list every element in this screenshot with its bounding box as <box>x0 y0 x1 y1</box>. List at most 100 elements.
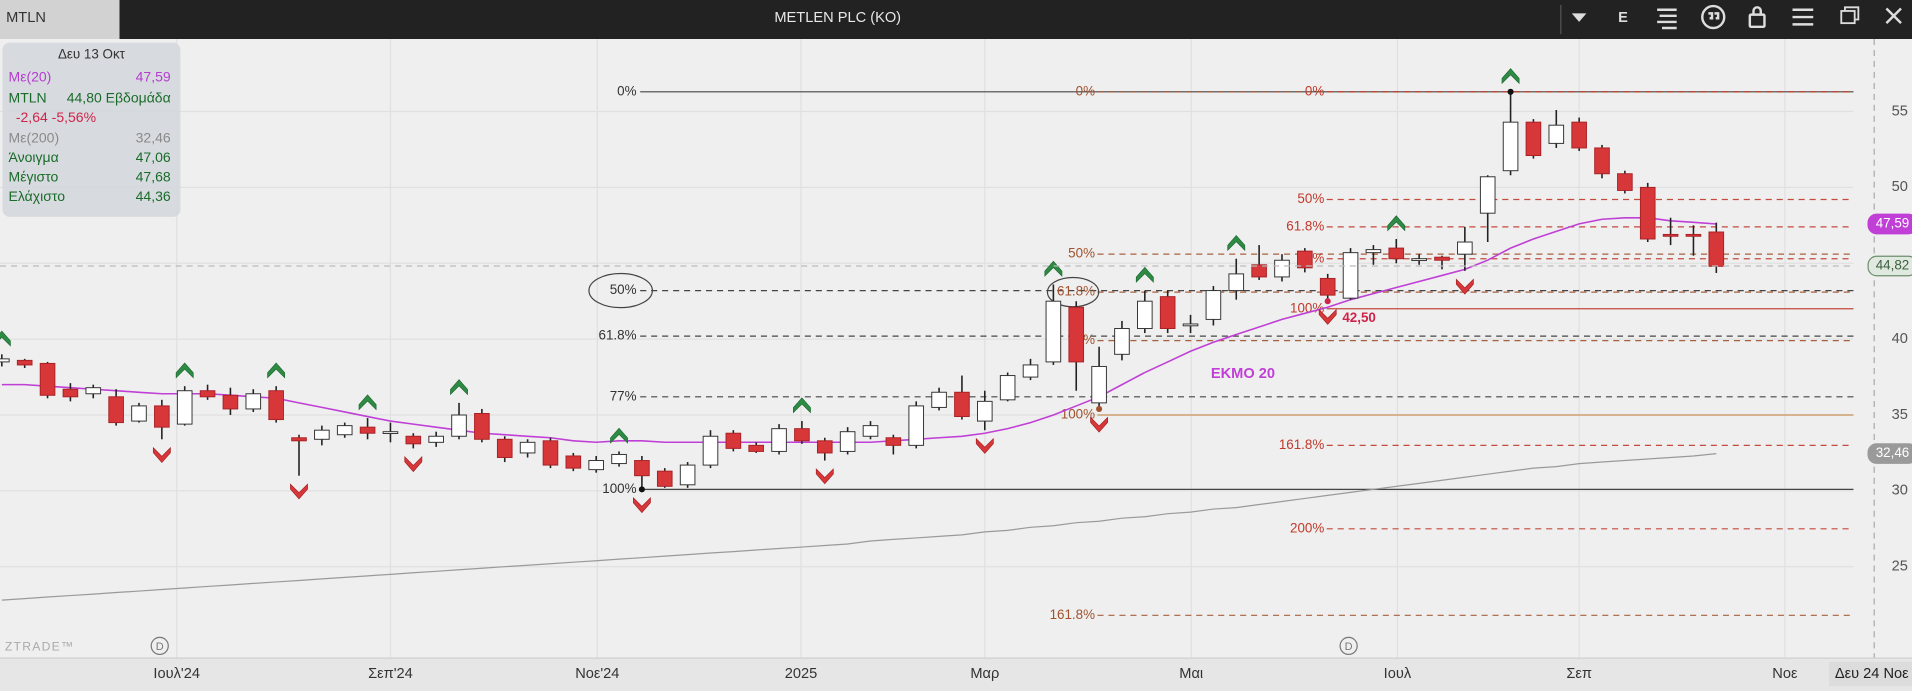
candle-body <box>725 432 742 449</box>
candle-body <box>451 414 467 437</box>
candle-body <box>931 391 947 408</box>
candle-body <box>634 460 650 477</box>
event-icon[interactable] <box>1339 636 1358 656</box>
candle-body <box>1297 250 1313 269</box>
buy-signal <box>793 397 811 414</box>
title-bar <box>0 0 1912 39</box>
sell-signal <box>404 456 423 473</box>
y-tick-label: 40 <box>1892 331 1908 347</box>
fib-label: 161.8% <box>1050 607 1096 622</box>
annotation-label: 42,50 <box>1342 310 1376 325</box>
highlight-circle <box>588 272 653 309</box>
buy-signal <box>1135 266 1154 283</box>
candle-body <box>588 460 604 471</box>
symbol-tab-label: MTLN <box>6 10 46 26</box>
restore-icon[interactable] <box>1840 10 1856 25</box>
candle-body <box>1342 252 1359 299</box>
price-badge-label: 32,46 <box>1876 445 1910 460</box>
candle-body <box>1617 173 1633 191</box>
x-tick-label: Σεπ'24 <box>368 666 413 682</box>
candle-body <box>314 429 330 440</box>
anchor-dot <box>638 486 645 493</box>
x-tick-label: 2025 <box>785 666 818 682</box>
candle-body <box>771 428 787 452</box>
info-value: 47,68 <box>136 169 171 185</box>
info-value: 44,36 <box>136 188 171 204</box>
candle-body <box>679 464 696 486</box>
toolbar-letter[interactable]: E <box>1618 10 1628 26</box>
info-value: 47,59 <box>136 69 171 85</box>
candle-body <box>245 393 262 410</box>
x-tick-label: Ιουλ <box>1384 666 1412 682</box>
candle-body <box>794 428 810 442</box>
candle-body <box>862 425 879 437</box>
quote-icon[interactable] <box>1701 4 1726 30</box>
buy-signal <box>0 330 11 347</box>
x-axis-band <box>0 658 1912 691</box>
candle-body <box>748 444 765 452</box>
candle-body <box>519 441 536 454</box>
candle-body <box>1457 241 1473 255</box>
candle-body <box>359 426 376 434</box>
buy-signal <box>610 427 628 444</box>
fib-label: 0% <box>617 83 636 98</box>
sell-signal <box>1090 416 1108 433</box>
candle-body <box>611 453 627 465</box>
price-badge-label: 44,82 <box>1876 258 1910 273</box>
candle-body <box>1548 124 1565 144</box>
candle-body <box>496 438 513 458</box>
event-icon[interactable] <box>150 636 169 656</box>
event-icon-label: D <box>156 641 164 653</box>
candle-body <box>1388 247 1405 260</box>
info-label: Άνοιγμα <box>9 149 59 165</box>
candle-body <box>1274 259 1290 278</box>
candle-body <box>1091 365 1107 404</box>
y-tick-label: 25 <box>1892 559 1908 575</box>
dropdown-icon[interactable] <box>1571 13 1587 22</box>
fib-label: 100% <box>1290 300 1324 315</box>
y-tick-label: 50 <box>1892 179 1908 195</box>
candle-body <box>885 437 902 446</box>
close-icon[interactable] <box>1885 7 1902 25</box>
fib-label: 77% <box>610 388 637 403</box>
candle-body <box>1319 277 1336 296</box>
candle-body <box>268 390 284 421</box>
x-tick-label: Μαι <box>1179 666 1203 682</box>
fib-label: 61.8% <box>1057 284 1095 299</box>
candle-body <box>656 470 673 487</box>
candle-body <box>474 413 490 440</box>
candle-body <box>1205 290 1222 320</box>
highlight-circle <box>1046 276 1100 308</box>
sell-signal <box>633 497 651 514</box>
fib-label: 61.8% <box>599 328 637 343</box>
candle-body <box>1639 186 1656 240</box>
sell-signal <box>1318 308 1337 325</box>
candle-body <box>39 362 56 396</box>
x-tick-label: Μαρ <box>970 666 999 682</box>
candle-body <box>999 375 1016 401</box>
candle-body <box>131 405 147 422</box>
annotation-dot <box>1324 298 1331 305</box>
fib-label: 0% <box>1076 83 1095 98</box>
price-badge-label: 47,59 <box>1876 216 1910 231</box>
buy-signal <box>358 394 377 411</box>
candle-body <box>1068 306 1085 363</box>
lock-icon[interactable] <box>1748 13 1766 29</box>
candle-body <box>405 435 422 445</box>
settings-icon[interactable] <box>1657 8 1677 30</box>
fib-label: 61.8% <box>1286 218 1324 233</box>
sell-signal <box>1455 278 1474 295</box>
candle-body <box>1137 300 1153 330</box>
candle-body <box>176 390 193 425</box>
restore-glyph <box>1844 6 1860 21</box>
y-tick-label: 55 <box>1892 103 1908 119</box>
candle-body <box>222 394 239 410</box>
symbol-tab[interactable] <box>0 0 120 39</box>
candle-body <box>85 387 102 395</box>
axes: 25303540455055Ιουλ'24Σεπ'24Νοε'242025Μαρ… <box>153 103 1912 682</box>
menu-icon[interactable] <box>1792 8 1814 26</box>
buy-signal <box>267 362 286 379</box>
buy-signal <box>1044 260 1063 277</box>
info-value: 47,06 <box>136 149 171 165</box>
